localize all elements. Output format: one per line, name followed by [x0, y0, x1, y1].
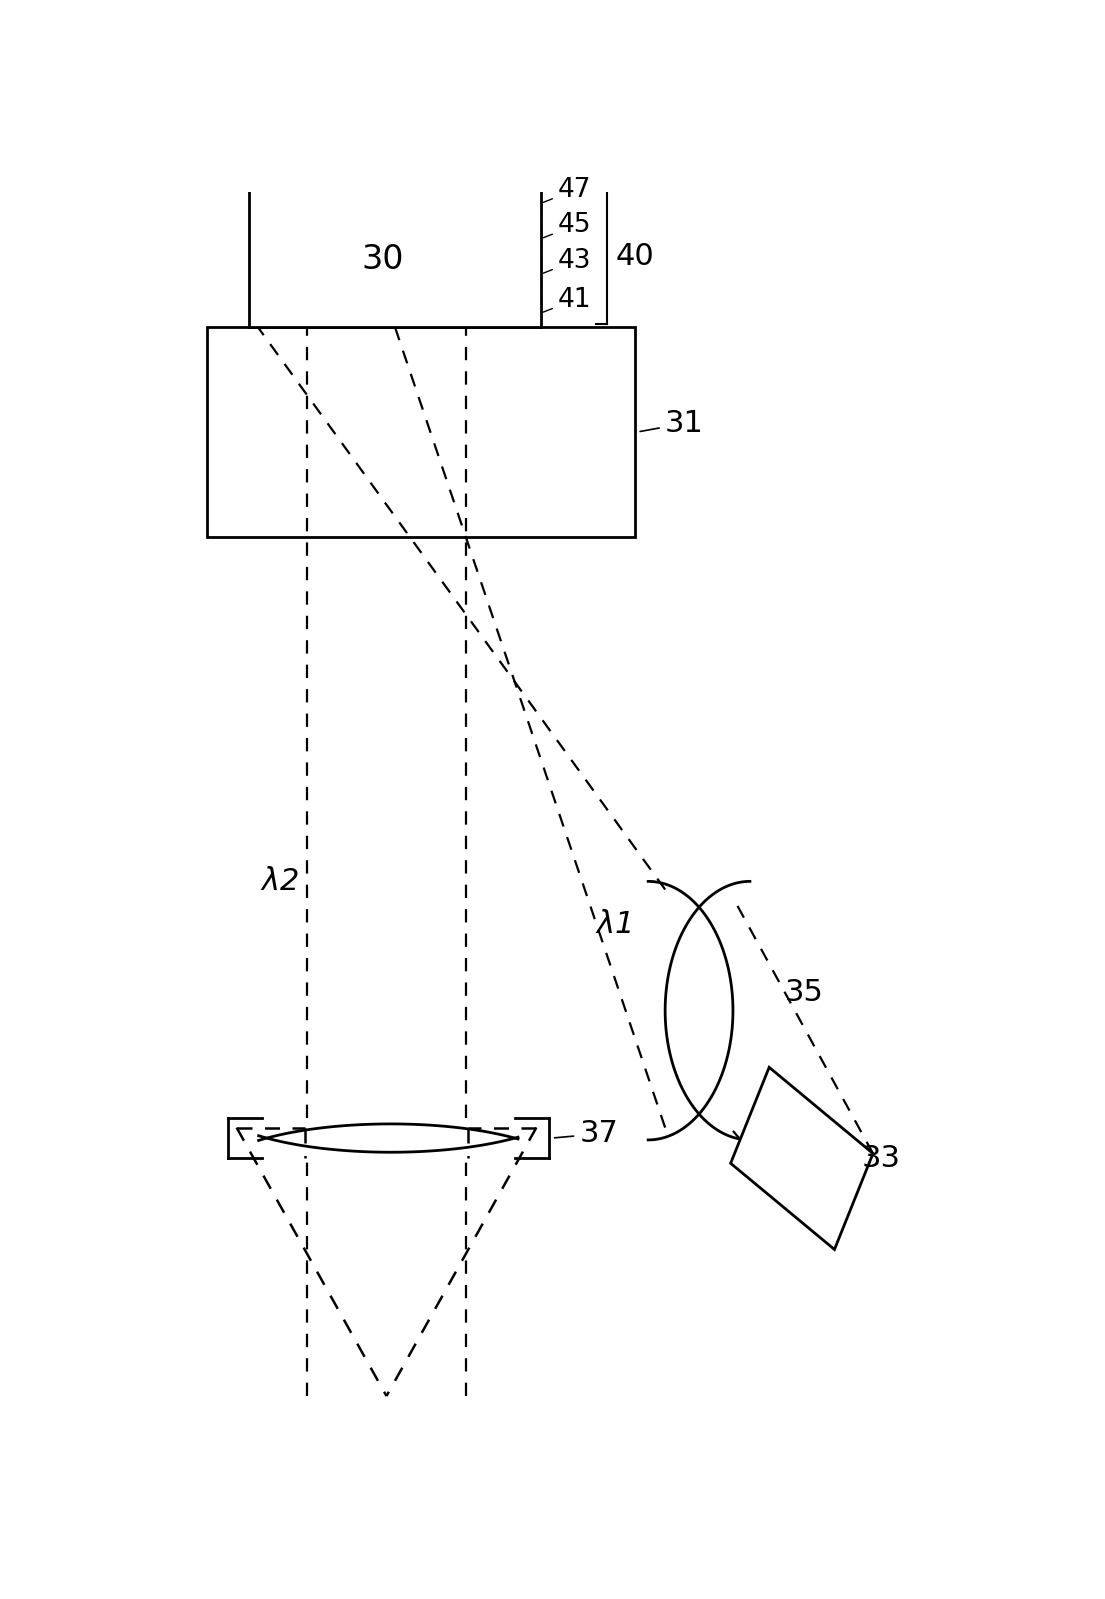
- Text: 33: 33: [862, 1143, 901, 1174]
- Text: 30: 30: [361, 243, 403, 277]
- Text: 43: 43: [544, 248, 591, 273]
- Text: 45: 45: [544, 213, 591, 238]
- Polygon shape: [730, 1067, 873, 1249]
- Text: $\lambda$1: $\lambda$1: [596, 910, 632, 939]
- Text: 41: 41: [544, 286, 591, 313]
- Text: 37: 37: [555, 1119, 618, 1148]
- Text: 35: 35: [785, 977, 823, 1007]
- Text: $\lambda$2: $\lambda$2: [260, 867, 298, 895]
- Text: 31: 31: [640, 409, 704, 438]
- Text: 47: 47: [544, 177, 591, 203]
- Text: 40: 40: [615, 241, 655, 270]
- Bar: [250, 185, 540, 328]
- Bar: [207, 328, 634, 537]
